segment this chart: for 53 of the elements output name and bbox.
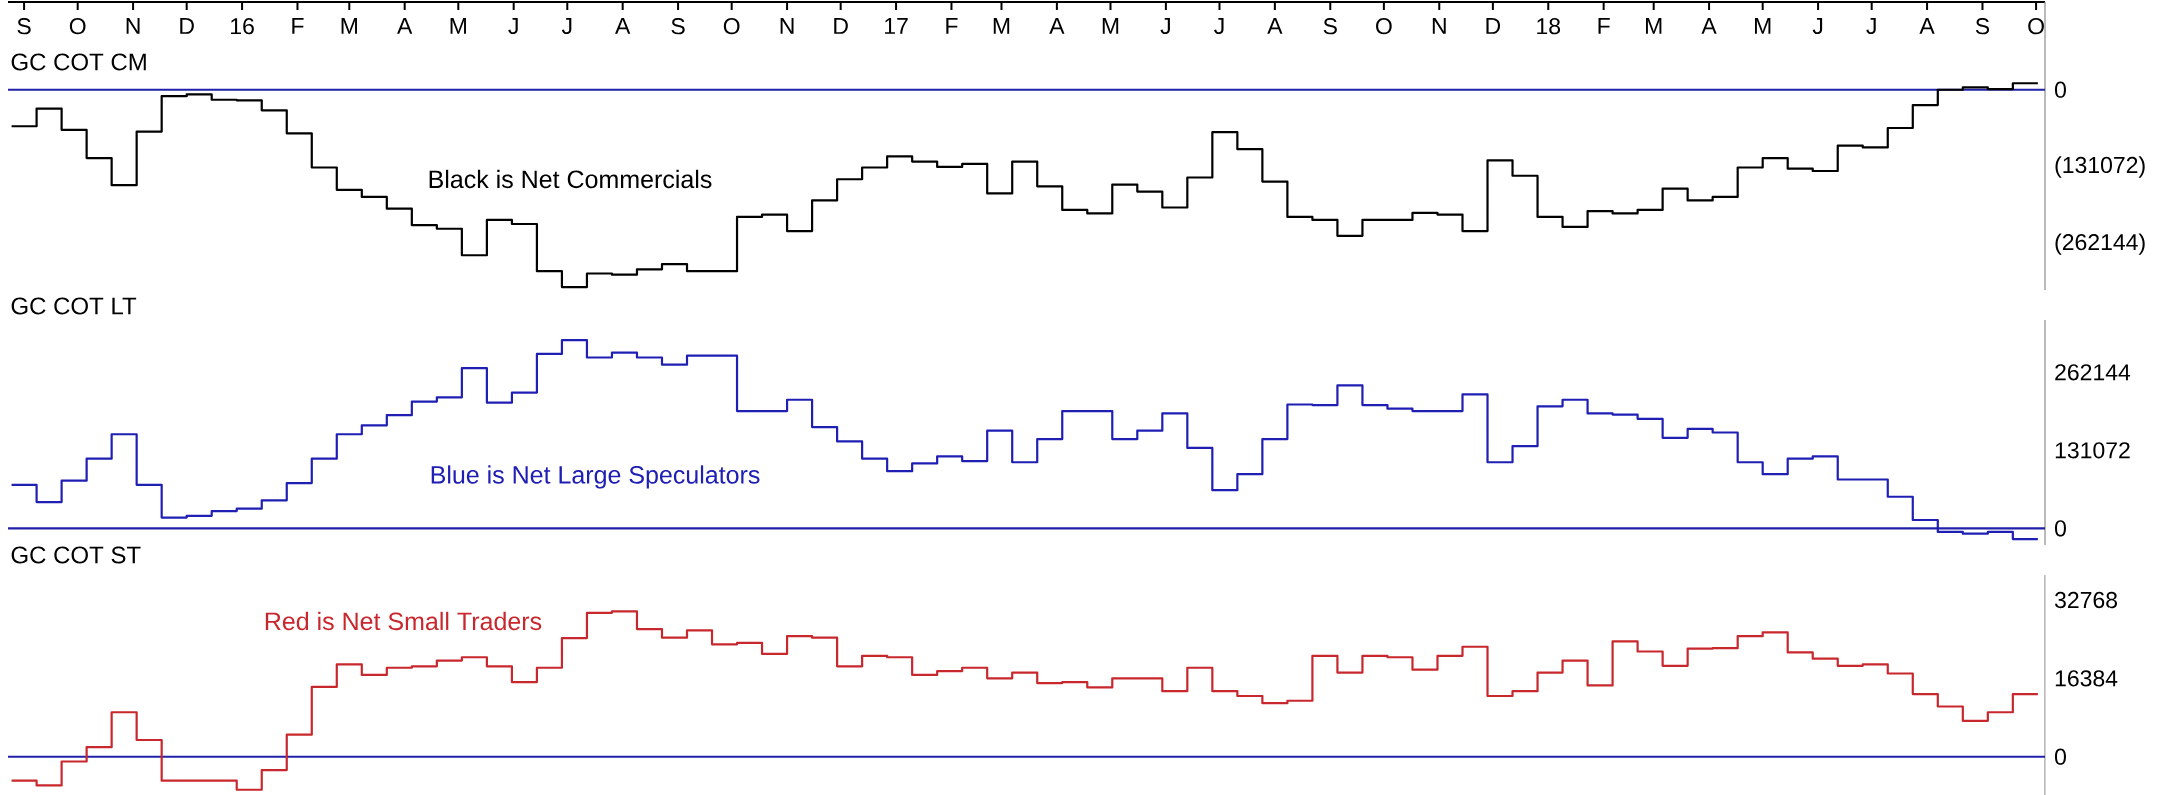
annotation: Black is Net Commercials [429, 169, 712, 189]
y-tick-label: 131072 [2055, 442, 2130, 459]
x-tick-label: M [993, 18, 1010, 34]
x-tick-label: M [341, 18, 357, 34]
x-tick-label: S [1975, 18, 1990, 35]
x-tick-label: S [17, 18, 31, 35]
x-tick-label: M [1102, 18, 1119, 34]
x-tick-label: O [69, 18, 86, 35]
y-tick-label: 32768 [2054, 591, 2118, 609]
y-tick-label: 262144 [2055, 364, 2131, 381]
x-tick-label: S [671, 18, 685, 35]
x-tick-label: J [1160, 18, 1170, 35]
x-tick-label: 16 [231, 18, 254, 35]
text: GC COT CM [11, 53, 146, 71]
annotation: Blue is Net Large Speculators [431, 465, 760, 489]
y-tick-label: 0 [2054, 748, 2066, 765]
x-tick-label: D [834, 18, 848, 34]
x-tick-label: J [1866, 18, 1876, 35]
x-tick-label: N [780, 18, 794, 34]
y-tick-label: (262144) [2055, 233, 2145, 255]
x-tick-label: A [1267, 18, 1283, 34]
x-tick-label: M [450, 18, 466, 34]
chart-title: GC COT ST [11, 546, 141, 564]
y-tick-label: 0 [2054, 81, 2066, 98]
x-tick-label: S [1323, 18, 1337, 35]
x-tick-label: J [1812, 18, 1823, 35]
x-tick-label: O [2028, 18, 2044, 35]
x-tick-label: A [1701, 18, 1717, 34]
x-tick-label: A [1919, 18, 1935, 34]
x-tick-label: D [1486, 18, 1501, 34]
x-tick-label: 18 [1537, 18, 1561, 35]
x-tick-label: N [126, 18, 140, 34]
y-tick-label: 16384 [2055, 670, 2118, 687]
x-tick-label: F [292, 18, 304, 34]
y-tick-label: (131072) [2055, 156, 2145, 178]
x-tick-label: A [615, 18, 631, 34]
x-tick-label: J [508, 18, 518, 35]
x-tick-label: M [1754, 18, 1771, 34]
x-tick-label: N [1432, 18, 1446, 34]
x-tick-label: F [1598, 18, 1610, 34]
x-tick-label: M [1645, 18, 1662, 34]
x-tick-label: F [946, 18, 958, 34]
x-tick-label: A [1049, 18, 1065, 34]
x-tick-label: D [180, 18, 194, 34]
x-tick-label: A [397, 18, 413, 34]
y-tick-label: 0 [2054, 520, 2066, 537]
x-tick-label: O [723, 18, 740, 35]
annotation: Red is Net Small Traders [265, 611, 542, 631]
x-tick-label: J [561, 18, 572, 35]
chart-title: GC COT LT [11, 297, 137, 315]
x-tick-label: O [1376, 18, 1392, 35]
x-tick-label: J [1214, 18, 1224, 35]
x-tick-label: 17 [885, 18, 908, 34]
